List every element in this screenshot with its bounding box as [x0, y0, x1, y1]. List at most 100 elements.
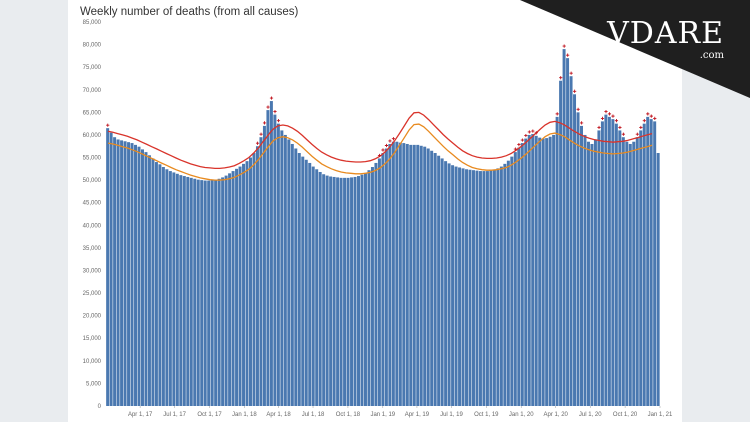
bar: [639, 130, 643, 406]
bar: [158, 164, 162, 406]
bar: [593, 139, 597, 407]
bar: [430, 150, 434, 406]
bar: [245, 161, 249, 406]
bar: [283, 134, 287, 407]
bar: [276, 123, 280, 406]
logo-corner-shape: [520, 0, 750, 98]
bar: [140, 149, 144, 406]
bar: [147, 155, 151, 406]
bar: [513, 152, 517, 406]
logo-wordmark: VDARE: [607, 16, 724, 51]
bar: [322, 174, 326, 406]
bar: [527, 134, 531, 407]
vdare-logo: VDARE .com: [520, 0, 750, 98]
bar: [266, 110, 270, 406]
excess-marker: [266, 105, 270, 109]
bar: [210, 180, 214, 406]
excess-marker: [618, 125, 622, 130]
excess-marker: [269, 96, 274, 100]
x-tick-label: Jul 1, 17: [163, 412, 186, 418]
bar: [127, 142, 131, 406]
excess-marker: [646, 112, 650, 116]
bar: [116, 139, 120, 407]
bar: [196, 179, 200, 406]
bar: [405, 143, 409, 406]
excess-marker: [611, 114, 615, 118]
bar: [311, 166, 315, 406]
bar: [179, 175, 183, 406]
bar: [287, 139, 291, 407]
y-tick-label: 55,000: [83, 156, 102, 162]
bar: [189, 177, 193, 406]
bar: [478, 171, 482, 406]
bar: [642, 123, 646, 406]
bar: [214, 179, 218, 406]
x-tick-label: Oct 1, 17: [197, 412, 222, 418]
bar: [485, 171, 489, 406]
bar: [353, 176, 357, 406]
bar: [151, 158, 155, 406]
excess-marker: [607, 112, 612, 116]
excess-marker: [255, 141, 260, 145]
bar: [496, 168, 500, 406]
bar: [635, 137, 639, 406]
excess-marker: [531, 129, 535, 133]
bar: [290, 143, 294, 406]
bar: [653, 121, 657, 406]
bar: [367, 170, 371, 406]
bar: [200, 180, 204, 406]
bar: [388, 143, 392, 406]
y-tick-label: 15,000: [83, 336, 102, 342]
bar: [123, 141, 127, 407]
bar: [506, 160, 510, 406]
excess-marker: [527, 130, 531, 134]
bar: [301, 156, 305, 406]
excess-marker: [559, 76, 563, 80]
x-tick-label: Jul 1, 19: [440, 412, 463, 418]
bar: [426, 148, 430, 406]
bar: [193, 178, 197, 406]
y-tick-label: 60,000: [83, 133, 102, 139]
bar: [499, 166, 503, 406]
bar: [416, 144, 420, 406]
bar: [280, 130, 284, 406]
bar: [106, 128, 110, 406]
bar: [454, 166, 458, 406]
bar: [332, 176, 336, 406]
excess-marker: [642, 119, 646, 123]
bar: [649, 119, 653, 407]
bar: [235, 168, 239, 406]
bar: [273, 114, 277, 407]
chart-title: Weekly number of deaths (from all causes…: [80, 6, 299, 18]
bar: [583, 134, 587, 407]
bar: [154, 162, 158, 406]
bar: [534, 135, 538, 406]
x-tick-label: Jan 1, 20: [509, 412, 534, 418]
bar: [221, 177, 225, 406]
excess-marker: [513, 147, 518, 151]
bar: [437, 155, 441, 406]
bar: [137, 146, 141, 406]
excess-marker: [653, 116, 657, 120]
y-tick-label: 5,000: [86, 381, 102, 387]
bar: [611, 119, 615, 407]
bar: [315, 169, 319, 406]
bar: [262, 125, 266, 406]
bar: [625, 141, 629, 406]
bar: [419, 145, 423, 407]
bar: [412, 144, 416, 406]
bar: [120, 140, 124, 406]
bar: [130, 143, 134, 406]
excess-marker: [639, 125, 643, 130]
bar: [510, 156, 514, 406]
x-tick-label: Jul 1, 20: [579, 412, 602, 418]
excess-marker: [555, 112, 559, 116]
bar: [604, 114, 608, 407]
bar: [259, 137, 263, 406]
bar: [325, 175, 329, 406]
bar: [391, 141, 395, 406]
y-tick-label: 80,000: [83, 43, 102, 49]
bar: [374, 162, 378, 406]
bar: [217, 178, 221, 406]
